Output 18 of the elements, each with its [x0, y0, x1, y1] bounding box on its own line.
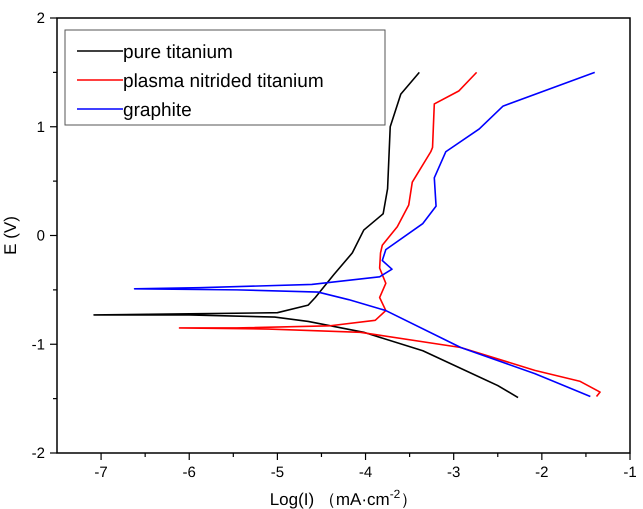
x-tick-label: -7 — [94, 464, 108, 481]
x-tick-label: -4 — [358, 464, 372, 481]
y-tick-label: 0 — [36, 228, 45, 244]
legend-label: pure titanium — [123, 42, 233, 63]
x-tick-label: -5 — [270, 464, 284, 481]
x-axis-title: Log(I) （mA·cm$^{-2}$） — [270, 487, 418, 509]
y-axis-title: E (V) — [1, 216, 20, 255]
x-tick-label: -6 — [182, 464, 196, 481]
x-tick-label: -1 — [623, 464, 637, 481]
y-tick-label: 2 — [36, 10, 45, 27]
legend-label: plasma nitrided titanium — [123, 71, 324, 92]
y-tick-label: -1 — [32, 336, 45, 354]
legend-label: graphite — [123, 100, 192, 121]
line-series — [93, 72, 519, 398]
y-tick-label: 1 — [36, 118, 45, 136]
y-tick-label: -2 — [32, 445, 45, 462]
x-tick-label: -3 — [447, 464, 460, 481]
x-tick-label: -2 — [535, 464, 549, 481]
